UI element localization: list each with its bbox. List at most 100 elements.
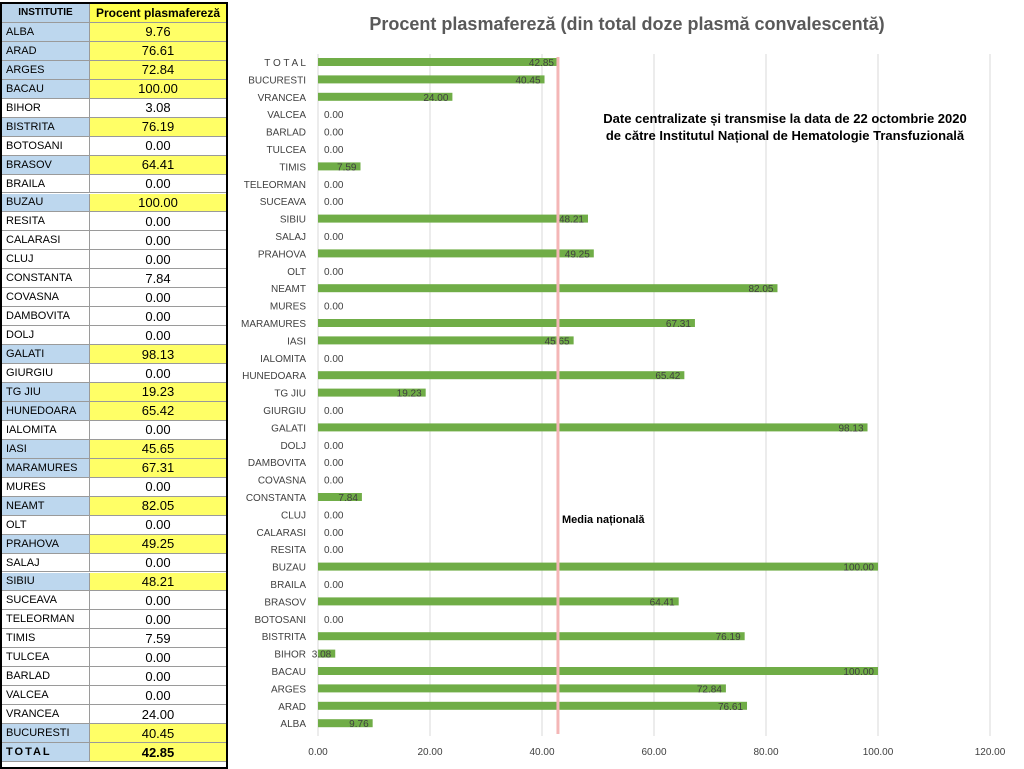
- x-tick-label: 20.00: [417, 747, 442, 758]
- category-label: SUCEAVA: [260, 197, 307, 208]
- table-cell-procent: 0.00: [145, 687, 171, 703]
- category-label: BOTOSANI: [255, 615, 307, 626]
- bar: [318, 214, 588, 223]
- data-label: 19.23: [397, 389, 422, 400]
- table-cell-procent: 65.42: [90, 401, 226, 420]
- table-cell-institutie: DOLJ: [2, 326, 90, 345]
- table-cell-institutie: BUCURESTI: [2, 724, 90, 743]
- data-label: 0.00: [324, 458, 344, 469]
- table-cell-institutie: VALCEA: [2, 686, 90, 705]
- table-cell-procent: 48.21: [90, 572, 226, 591]
- bar: [318, 388, 426, 397]
- x-tick-label: 60.00: [641, 747, 666, 758]
- table-cell-institutie: BACAU: [2, 79, 90, 98]
- category-label: BRAILA: [270, 580, 306, 591]
- data-label: 0.00: [324, 528, 344, 539]
- table-row: BARLAD 0.00: [2, 667, 226, 687]
- table-row: SIBIU 48.21: [2, 572, 226, 592]
- table-cell-institutie: BARLAD: [2, 667, 90, 686]
- table-row: VRANCEA 24.00: [2, 705, 226, 725]
- category-label: TIMIS: [279, 162, 306, 173]
- table-cell-institutie: BOTOSANI: [2, 136, 90, 155]
- table-cell-institutie: BIHOR: [2, 98, 90, 117]
- bar: [318, 597, 679, 606]
- category-label: CLUJ: [281, 510, 306, 521]
- table-row: ARAD 76.61: [2, 41, 226, 61]
- media-nationala-label: Media națională: [562, 514, 645, 526]
- category-label: PRAHOVA: [258, 249, 306, 260]
- table-cell-institutie: DAMBOVITA: [2, 307, 90, 326]
- data-label: 0.00: [324, 180, 344, 191]
- data-label: 0.00: [324, 110, 344, 121]
- table-cell-procent: 0.00: [145, 517, 171, 533]
- data-label: 9.76: [349, 719, 369, 730]
- category-label: TG JIU: [274, 389, 306, 400]
- table-cell-procent: 0.00: [145, 592, 171, 608]
- table-cell-institutie: CONSTANTA: [2, 269, 90, 288]
- table-cell-procent: 100.00: [90, 193, 226, 212]
- bar: [318, 562, 878, 571]
- table-cell-institutie: ARAD: [2, 41, 90, 60]
- bar: [318, 684, 726, 693]
- table-cell-procent: 0.00: [145, 213, 171, 229]
- table-row: DOLJ 0.00: [2, 326, 226, 346]
- table-row: MARAMURES 67.31: [2, 458, 226, 478]
- table-row: BISTRITA 76.19: [2, 117, 226, 137]
- table-cell-institutie: OLT: [2, 515, 90, 534]
- table-row: TG JIU 19.23: [2, 383, 226, 402]
- table-row: VALCEA 0.00: [2, 686, 226, 706]
- x-tick-label: 120.00: [975, 747, 1006, 758]
- x-tick-label: 40.00: [529, 747, 554, 758]
- table-row: NEAMT 82.05: [2, 496, 226, 516]
- bar: [318, 649, 336, 658]
- data-label: 0.00: [324, 615, 344, 626]
- category-label: GIURGIU: [263, 406, 306, 417]
- x-tick-label: 100.00: [863, 747, 894, 758]
- table-cell-institutie: ALBA: [2, 22, 90, 41]
- chart-title: Procent plasmafereză (din total doze pla…: [369, 14, 885, 34]
- data-label: 0.00: [324, 267, 344, 278]
- table-cell-institutie: MURES: [2, 477, 90, 496]
- bar: [318, 336, 574, 345]
- table-cell-institutie: TG JIU: [2, 383, 90, 401]
- category-label: IALOMITA: [260, 354, 306, 365]
- table-row: PRAHOVA 49.25: [2, 534, 226, 554]
- table-cell-institutie: CALARASI: [2, 231, 90, 250]
- table-cell-procent: 24.00: [141, 706, 175, 722]
- table-cell-procent: 64.41: [90, 155, 226, 174]
- bar: [318, 162, 361, 171]
- bar: [318, 284, 778, 293]
- table-cell-institutie: IASI: [2, 439, 90, 458]
- data-label: 0.00: [324, 545, 344, 556]
- table-row: ALBA 9.76: [2, 22, 226, 42]
- data-label: 82.05: [748, 284, 773, 295]
- data-label: 0.00: [324, 510, 344, 521]
- category-label: SIBIU: [280, 215, 306, 226]
- table-cell-procent: 7.84: [145, 270, 171, 286]
- data-label: 0.00: [324, 476, 344, 487]
- table-row: GIURGIU 0.00: [2, 364, 226, 383]
- category-label: CONSTANTA: [246, 493, 307, 504]
- table-cell-institutie: PRAHOVA: [2, 534, 90, 553]
- table-cell-procent: 40.45: [90, 724, 226, 743]
- category-label: ALBA: [280, 719, 306, 730]
- table-row: BUCURESTI 40.45: [2, 724, 226, 744]
- table-cell-institutie: SALAJ: [2, 553, 90, 572]
- table-cell-institutie: CLUJ: [2, 250, 90, 269]
- table-cell-procent: 0.00: [145, 365, 171, 381]
- table-cell-procent: 9.76: [90, 22, 226, 41]
- table-cell-procent: 0.00: [145, 138, 171, 154]
- data-label: 65.42: [655, 371, 680, 382]
- category-label: DAMBOVITA: [248, 458, 306, 469]
- bar: [318, 423, 868, 432]
- data-label: 0.00: [324, 128, 344, 139]
- table-row: DAMBOVITA 0.00: [2, 307, 226, 327]
- table-cell-procent: 0.00: [145, 479, 171, 495]
- table-cell-procent: 42.85: [90, 743, 226, 761]
- data-label: 0.00: [324, 197, 344, 208]
- data-label: 40.45: [515, 75, 540, 86]
- table-cell-institutie: BRASOV: [2, 155, 90, 174]
- category-label: VALCEA: [267, 110, 306, 121]
- table-cell-procent: 0.00: [145, 251, 171, 267]
